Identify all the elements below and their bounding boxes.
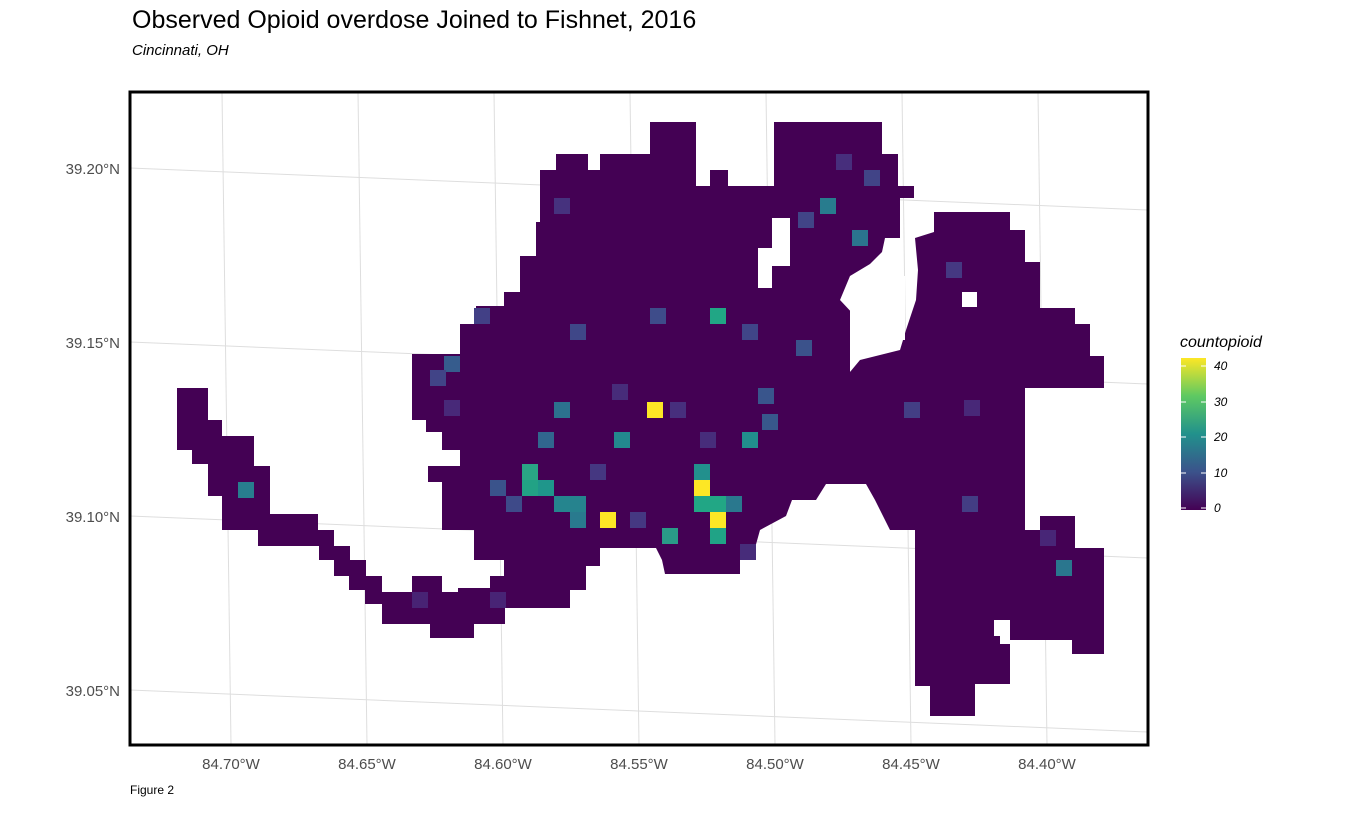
y-tick-label: 39.05°N [66,683,120,700]
x-tick-label: 84.60°W [474,756,533,773]
y-tick-label: 39.10°N [66,509,120,526]
legend-tick-label: 40 [1214,359,1228,373]
figure-caption: Figure 2 [130,783,175,797]
legend-tick-label: 0 [1214,501,1221,515]
x-axis: 84.70°W 84.65°W 84.60°W 84.55°W 84.50°W … [202,756,1077,773]
legend-tick-label: 30 [1214,395,1228,409]
legend-tick-label: 10 [1214,466,1228,480]
y-tick-label: 39.15°N [66,335,120,352]
fishnet-holes [758,218,1105,636]
map-title: Observed Opioid overdose Joined to Fishn… [132,6,697,34]
x-tick-label: 84.45°W [882,756,941,773]
fishnet-cells [238,154,1072,608]
x-tick-label: 84.70°W [202,756,261,773]
x-tick-label: 84.40°W [1018,756,1077,773]
x-tick-label: 84.65°W [338,756,397,773]
x-tick-label: 84.55°W [610,756,669,773]
legend-title: countopioid [1180,334,1263,351]
legend-tick-label: 20 [1213,430,1228,444]
y-axis: 39.20°N 39.15°N 39.10°N 39.05°N [66,161,120,700]
legend-colorbar [1181,358,1206,510]
fishnet-base [177,122,1104,716]
map-subtitle: Cincinnati, OH [132,42,229,59]
y-tick-label: 39.20°N [66,161,120,178]
panel-border [128,90,1150,747]
x-tick-label: 84.50°W [746,756,805,773]
legend: countopioid 40 30 20 10 0 [1180,334,1263,515]
